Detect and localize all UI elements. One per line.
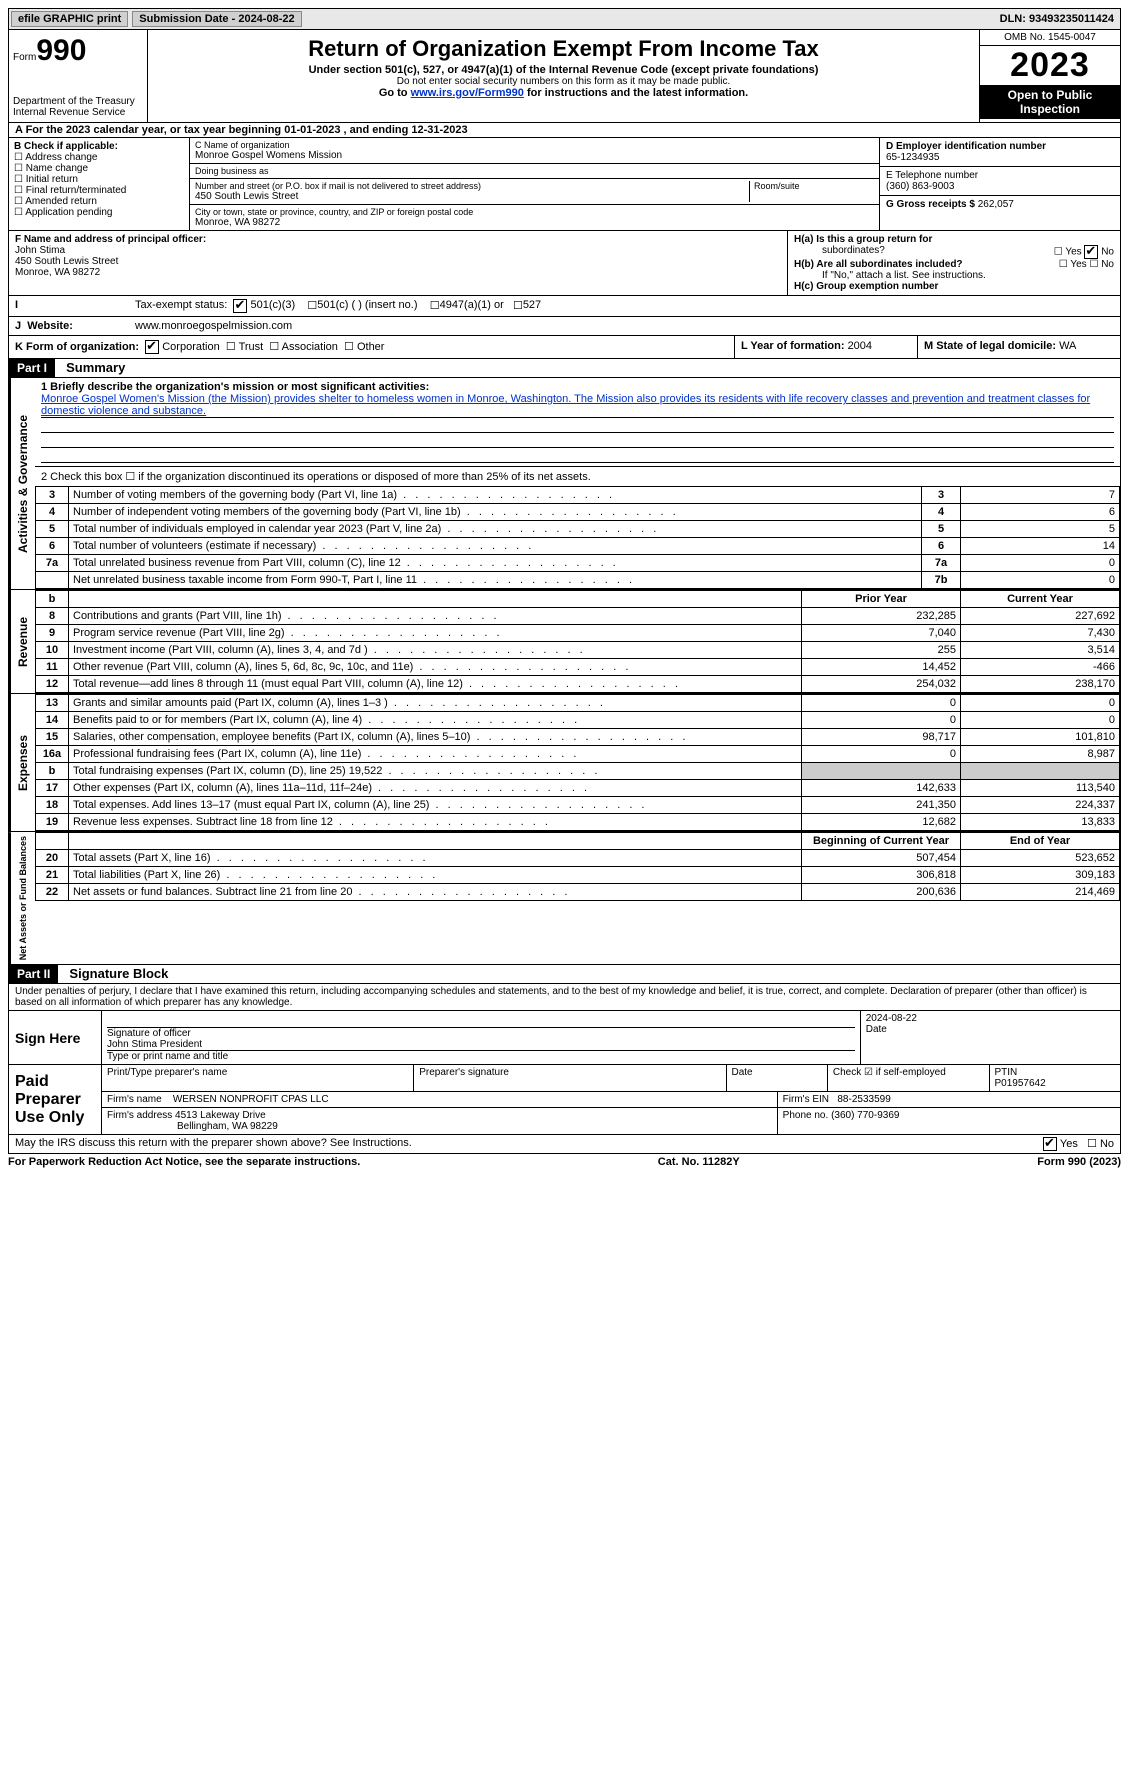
- part1-header: Part I Summary: [8, 359, 1121, 378]
- form-word: Form: [13, 52, 36, 63]
- efile-button[interactable]: efile GRAPHIC print: [11, 11, 128, 27]
- mission-text: Monroe Gospel Women's Mission (the Missi…: [41, 393, 1114, 418]
- box-h: H(a) Is this a group return for subordin…: [787, 231, 1120, 295]
- table-row: 15Salaries, other compensation, employee…: [36, 729, 1120, 746]
- table-row: 10Investment income (Part VIII, column (…: [36, 642, 1120, 659]
- declaration: Under penalties of perjury, I declare th…: [8, 984, 1121, 1011]
- part2-header: Part II Signature Block: [8, 965, 1121, 984]
- irs-link[interactable]: www.irs.gov/Form990: [411, 87, 524, 99]
- table-row: 13Grants and similar amounts paid (Part …: [36, 695, 1120, 712]
- table-row: 12Total revenue—add lines 8 through 11 (…: [36, 676, 1120, 693]
- governance-table: 3Number of voting members of the governi…: [35, 486, 1120, 589]
- table-row: 4Number of independent voting members of…: [36, 504, 1120, 521]
- table-row: 17Other expenses (Part IX, column (A), l…: [36, 780, 1120, 797]
- form-number: 990: [36, 34, 86, 67]
- section-bcd: B Check if applicable: ☐ Address change☐…: [8, 138, 1121, 231]
- tax-year: 2023: [980, 46, 1120, 85]
- sign-here-label: Sign Here: [9, 1011, 102, 1064]
- ein: 65-1234935: [886, 152, 939, 163]
- checkbox-option[interactable]: ☐ Application pending: [14, 207, 184, 218]
- table-row: bTotal fundraising expenses (Part IX, co…: [36, 763, 1120, 780]
- submission-date: 2024-08-22: [238, 13, 294, 25]
- part1-revenue: Revenue bPrior YearCurrent Year8Contribu…: [8, 590, 1121, 694]
- vlabel-governance: Activities & Governance: [9, 378, 35, 589]
- omb-number: OMB No. 1545-0047: [980, 30, 1120, 46]
- header-sub3: Go to www.irs.gov/Form990 for instructio…: [154, 87, 973, 99]
- netassets-table: Beginning of Current YearEnd of Year20To…: [35, 832, 1120, 901]
- table-row: 3Number of voting members of the governi…: [36, 487, 1120, 504]
- paid-preparer-label: Paid Preparer Use Only: [9, 1065, 102, 1134]
- box-c: C Name of organization Monroe Gospel Wom…: [190, 138, 879, 230]
- table-row: 8Contributions and grants (Part VIII, li…: [36, 608, 1120, 625]
- top-toolbar: efile GRAPHIC print Submission Date - 20…: [8, 8, 1121, 30]
- table-row: 19Revenue less expenses. Subtract line 1…: [36, 814, 1120, 831]
- website: www.monroegospelmission.com: [135, 320, 292, 332]
- line-j: J Website: www.monroegospelmission.com: [8, 317, 1121, 336]
- form-title: Return of Organization Exempt From Incom…: [154, 36, 973, 62]
- submission-label: Submission Date -: [139, 13, 238, 25]
- header-right: OMB No. 1545-0047 2023 Open to Public In…: [979, 30, 1120, 122]
- org-name: Monroe Gospel Womens Mission: [195, 150, 874, 161]
- 501c3-checkbox[interactable]: [233, 299, 247, 313]
- part1-expenses: Expenses 13Grants and similar amounts pa…: [8, 694, 1121, 832]
- discuss-row: May the IRS discuss this return with the…: [8, 1135, 1121, 1154]
- table-row: 22Net assets or fund balances. Subtract …: [36, 884, 1120, 901]
- vlabel-expenses: Expenses: [9, 694, 35, 831]
- expenses-table: 13Grants and similar amounts paid (Part …: [35, 694, 1120, 831]
- gross-receipts: 262,057: [978, 199, 1014, 210]
- section-fh: F Name and address of principal officer:…: [8, 231, 1121, 296]
- vlabel-netassets: Net Assets or Fund Balances: [9, 832, 35, 964]
- table-row: 11Other revenue (Part VIII, column (A), …: [36, 659, 1120, 676]
- header-left: Form990 Department of the Treasury Inter…: [9, 30, 148, 122]
- checkbox-option[interactable]: ☐ Address change: [14, 152, 184, 163]
- line-2: 2 Check this box ☐ if the organization d…: [35, 467, 1120, 486]
- header-center: Return of Organization Exempt From Incom…: [148, 30, 979, 122]
- table-row: 9Program service revenue (Part VIII, lin…: [36, 625, 1120, 642]
- signature-block: Sign Here Signature of officer John Stim…: [8, 1011, 1121, 1065]
- table-row: 5Total number of individuals employed in…: [36, 521, 1120, 538]
- table-row: 20Total assets (Part X, line 16)507,4545…: [36, 850, 1120, 867]
- page-footer: For Paperwork Reduction Act Notice, see …: [8, 1154, 1121, 1168]
- vlabel-revenue: Revenue: [9, 590, 35, 693]
- discuss-yes-checkbox[interactable]: [1043, 1137, 1057, 1151]
- table-row: 16aProfessional fundraising fees (Part I…: [36, 746, 1120, 763]
- table-row: 14Benefits paid to or for members (Part …: [36, 712, 1120, 729]
- table-row: Net unrelated business taxable income fr…: [36, 572, 1120, 589]
- box-f: F Name and address of principal officer:…: [9, 231, 787, 295]
- header-sub1: Under section 501(c), 527, or 4947(a)(1)…: [154, 64, 973, 76]
- table-row: 7aTotal unrelated business revenue from …: [36, 555, 1120, 572]
- phone: (360) 863-9003: [886, 181, 954, 192]
- dln: DLN: 93493235011424: [994, 13, 1120, 25]
- checkbox-option[interactable]: ☐ Name change: [14, 163, 184, 174]
- part1-netassets: Net Assets or Fund Balances Beginning of…: [8, 832, 1121, 965]
- line-a: A For the 2023 calendar year, or tax yea…: [8, 123, 1121, 138]
- dept-treasury: Department of the Treasury Internal Reve…: [13, 96, 143, 118]
- open-inspection: Open to Public Inspection: [980, 85, 1120, 119]
- box-b: B Check if applicable: ☐ Address change☐…: [9, 138, 190, 230]
- checkbox-option[interactable]: ☐ Amended return: [14, 196, 184, 207]
- line-klm: K Form of organization: Corporation ☐ Tr…: [8, 336, 1121, 359]
- table-row: 6Total number of volunteers (estimate if…: [36, 538, 1120, 555]
- line-i: I Tax-exempt status: 501(c)(3) ☐ 501(c) …: [8, 296, 1121, 317]
- submission-button[interactable]: Submission Date - 2024-08-22: [132, 11, 301, 27]
- header-sub2: Do not enter social security numbers on …: [154, 76, 973, 87]
- part1-governance: Activities & Governance 1 Briefly descri…: [8, 378, 1121, 590]
- street: 450 South Lewis Street: [195, 191, 749, 202]
- form-header: Form990 Department of the Treasury Inter…: [8, 30, 1121, 123]
- city: Monroe, WA 98272: [195, 217, 874, 228]
- checkbox-option[interactable]: ☐ Initial return: [14, 174, 184, 185]
- box-d: D Employer identification number 65-1234…: [879, 138, 1120, 230]
- revenue-table: bPrior YearCurrent Year8Contributions an…: [35, 590, 1120, 693]
- corporation-checkbox[interactable]: [145, 340, 159, 354]
- table-row: 21Total liabilities (Part X, line 26)306…: [36, 867, 1120, 884]
- paid-preparer-block: Paid Preparer Use Only Print/Type prepar…: [8, 1065, 1121, 1135]
- checkbox-option[interactable]: ☐ Final return/terminated: [14, 185, 184, 196]
- table-row: 18Total expenses. Add lines 13–17 (must …: [36, 797, 1120, 814]
